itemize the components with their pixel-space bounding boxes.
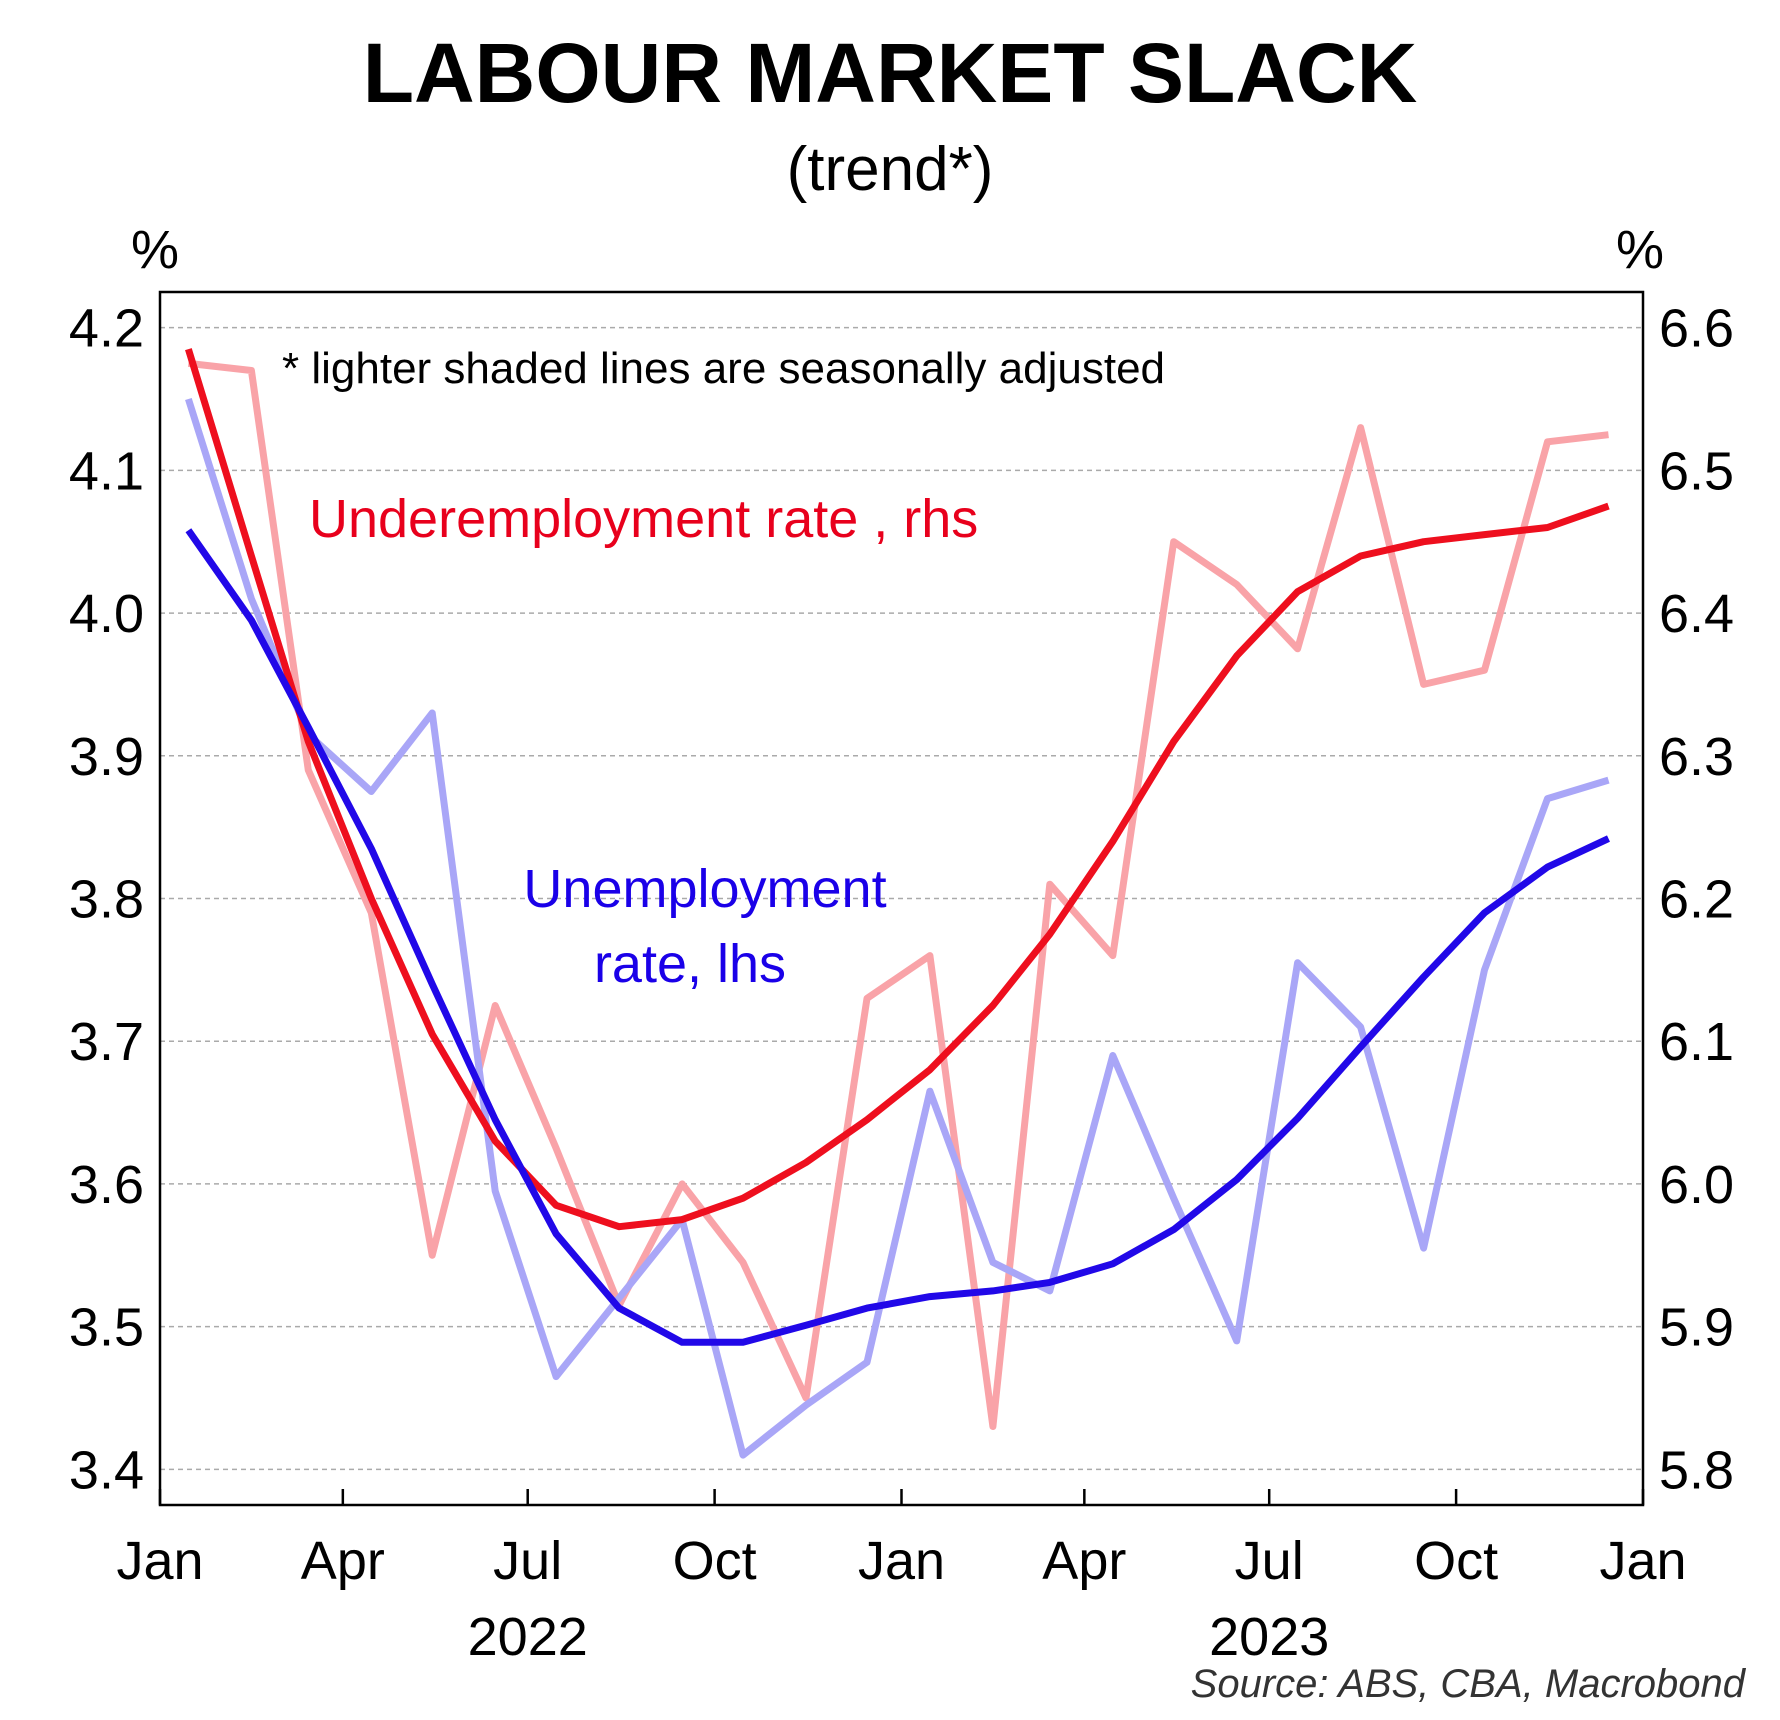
seasonal-adjustment-note: * lighter shaded lines are seasonally ad…: [282, 344, 1165, 393]
trend-underemployment-line: [185, 348, 1610, 1231]
right-tick-label: 6.1: [1659, 1012, 1734, 1072]
x-tick-label: Oct: [1414, 1531, 1498, 1591]
right-tick-label: 6.4: [1659, 584, 1734, 644]
left-tick-label: 3.7: [69, 1012, 144, 1072]
x-tick-label: Jan: [116, 1531, 203, 1591]
x-tick-label: Oct: [673, 1531, 757, 1591]
left-axis-unit: %: [131, 220, 179, 280]
left-tick-label: 3.6: [69, 1155, 144, 1215]
right-axis-unit: %: [1616, 220, 1664, 280]
sa-unemployment-line: [185, 397, 1610, 1459]
x-tick-label: Jul: [1235, 1531, 1304, 1591]
right-tick-label: 6.5: [1659, 441, 1734, 501]
axis-ticks: 3.4 5.8 3.5 5.9 3.6 6.0 3.7 6.1 3.8 6.2 3.9 6.3 4.0 6…: [69, 299, 1734, 1667]
left-tick-label: 3.5: [69, 1298, 144, 1358]
right-tick-label: 5.9: [1659, 1298, 1734, 1358]
gridlines: [160, 326, 1643, 1471]
left-tick-label: 3.8: [69, 870, 144, 930]
right-tick-label: 6.6: [1659, 299, 1734, 359]
unemployment-series-label-line1: Unemployment: [523, 859, 886, 919]
chart-subtitle: (trend*): [787, 135, 994, 204]
x-tick-label: Jul: [493, 1531, 562, 1591]
x-tick-label: Apr: [301, 1531, 385, 1591]
left-tick-label: 3.4: [69, 1440, 144, 1500]
right-tick-label: 6.0: [1659, 1155, 1734, 1215]
x-year-label: 2023: [1209, 1607, 1329, 1667]
sa-underemployment-line: [188, 359, 1609, 1430]
right-tick-label: 6.2: [1659, 870, 1734, 930]
x-tick-label: Jan: [858, 1531, 945, 1591]
left-tick-label: 4.0: [69, 584, 144, 644]
left-tick-label: 4.1: [69, 441, 144, 501]
unemployment-series-label-line2: rate, lhs: [594, 934, 786, 994]
x-tick-label: Jan: [1599, 1531, 1686, 1591]
trend-unemployment-line: [185, 528, 1610, 1346]
series-lines: [185, 348, 1610, 1459]
left-tick-label: 4.2: [69, 299, 144, 359]
source-note: Source: ABS, CBA, Macrobond: [1191, 1662, 1747, 1706]
underemployment-series-label: Underemployment rate , rhs: [309, 489, 978, 549]
chart-title: LABOUR MARKET SLACK: [363, 26, 1418, 120]
right-tick-label: 6.3: [1659, 727, 1734, 787]
x-tick-label: Apr: [1042, 1531, 1126, 1591]
x-year-label: 2022: [468, 1607, 588, 1667]
left-tick-label: 3.9: [69, 727, 144, 787]
right-tick-label: 5.8: [1659, 1440, 1734, 1500]
